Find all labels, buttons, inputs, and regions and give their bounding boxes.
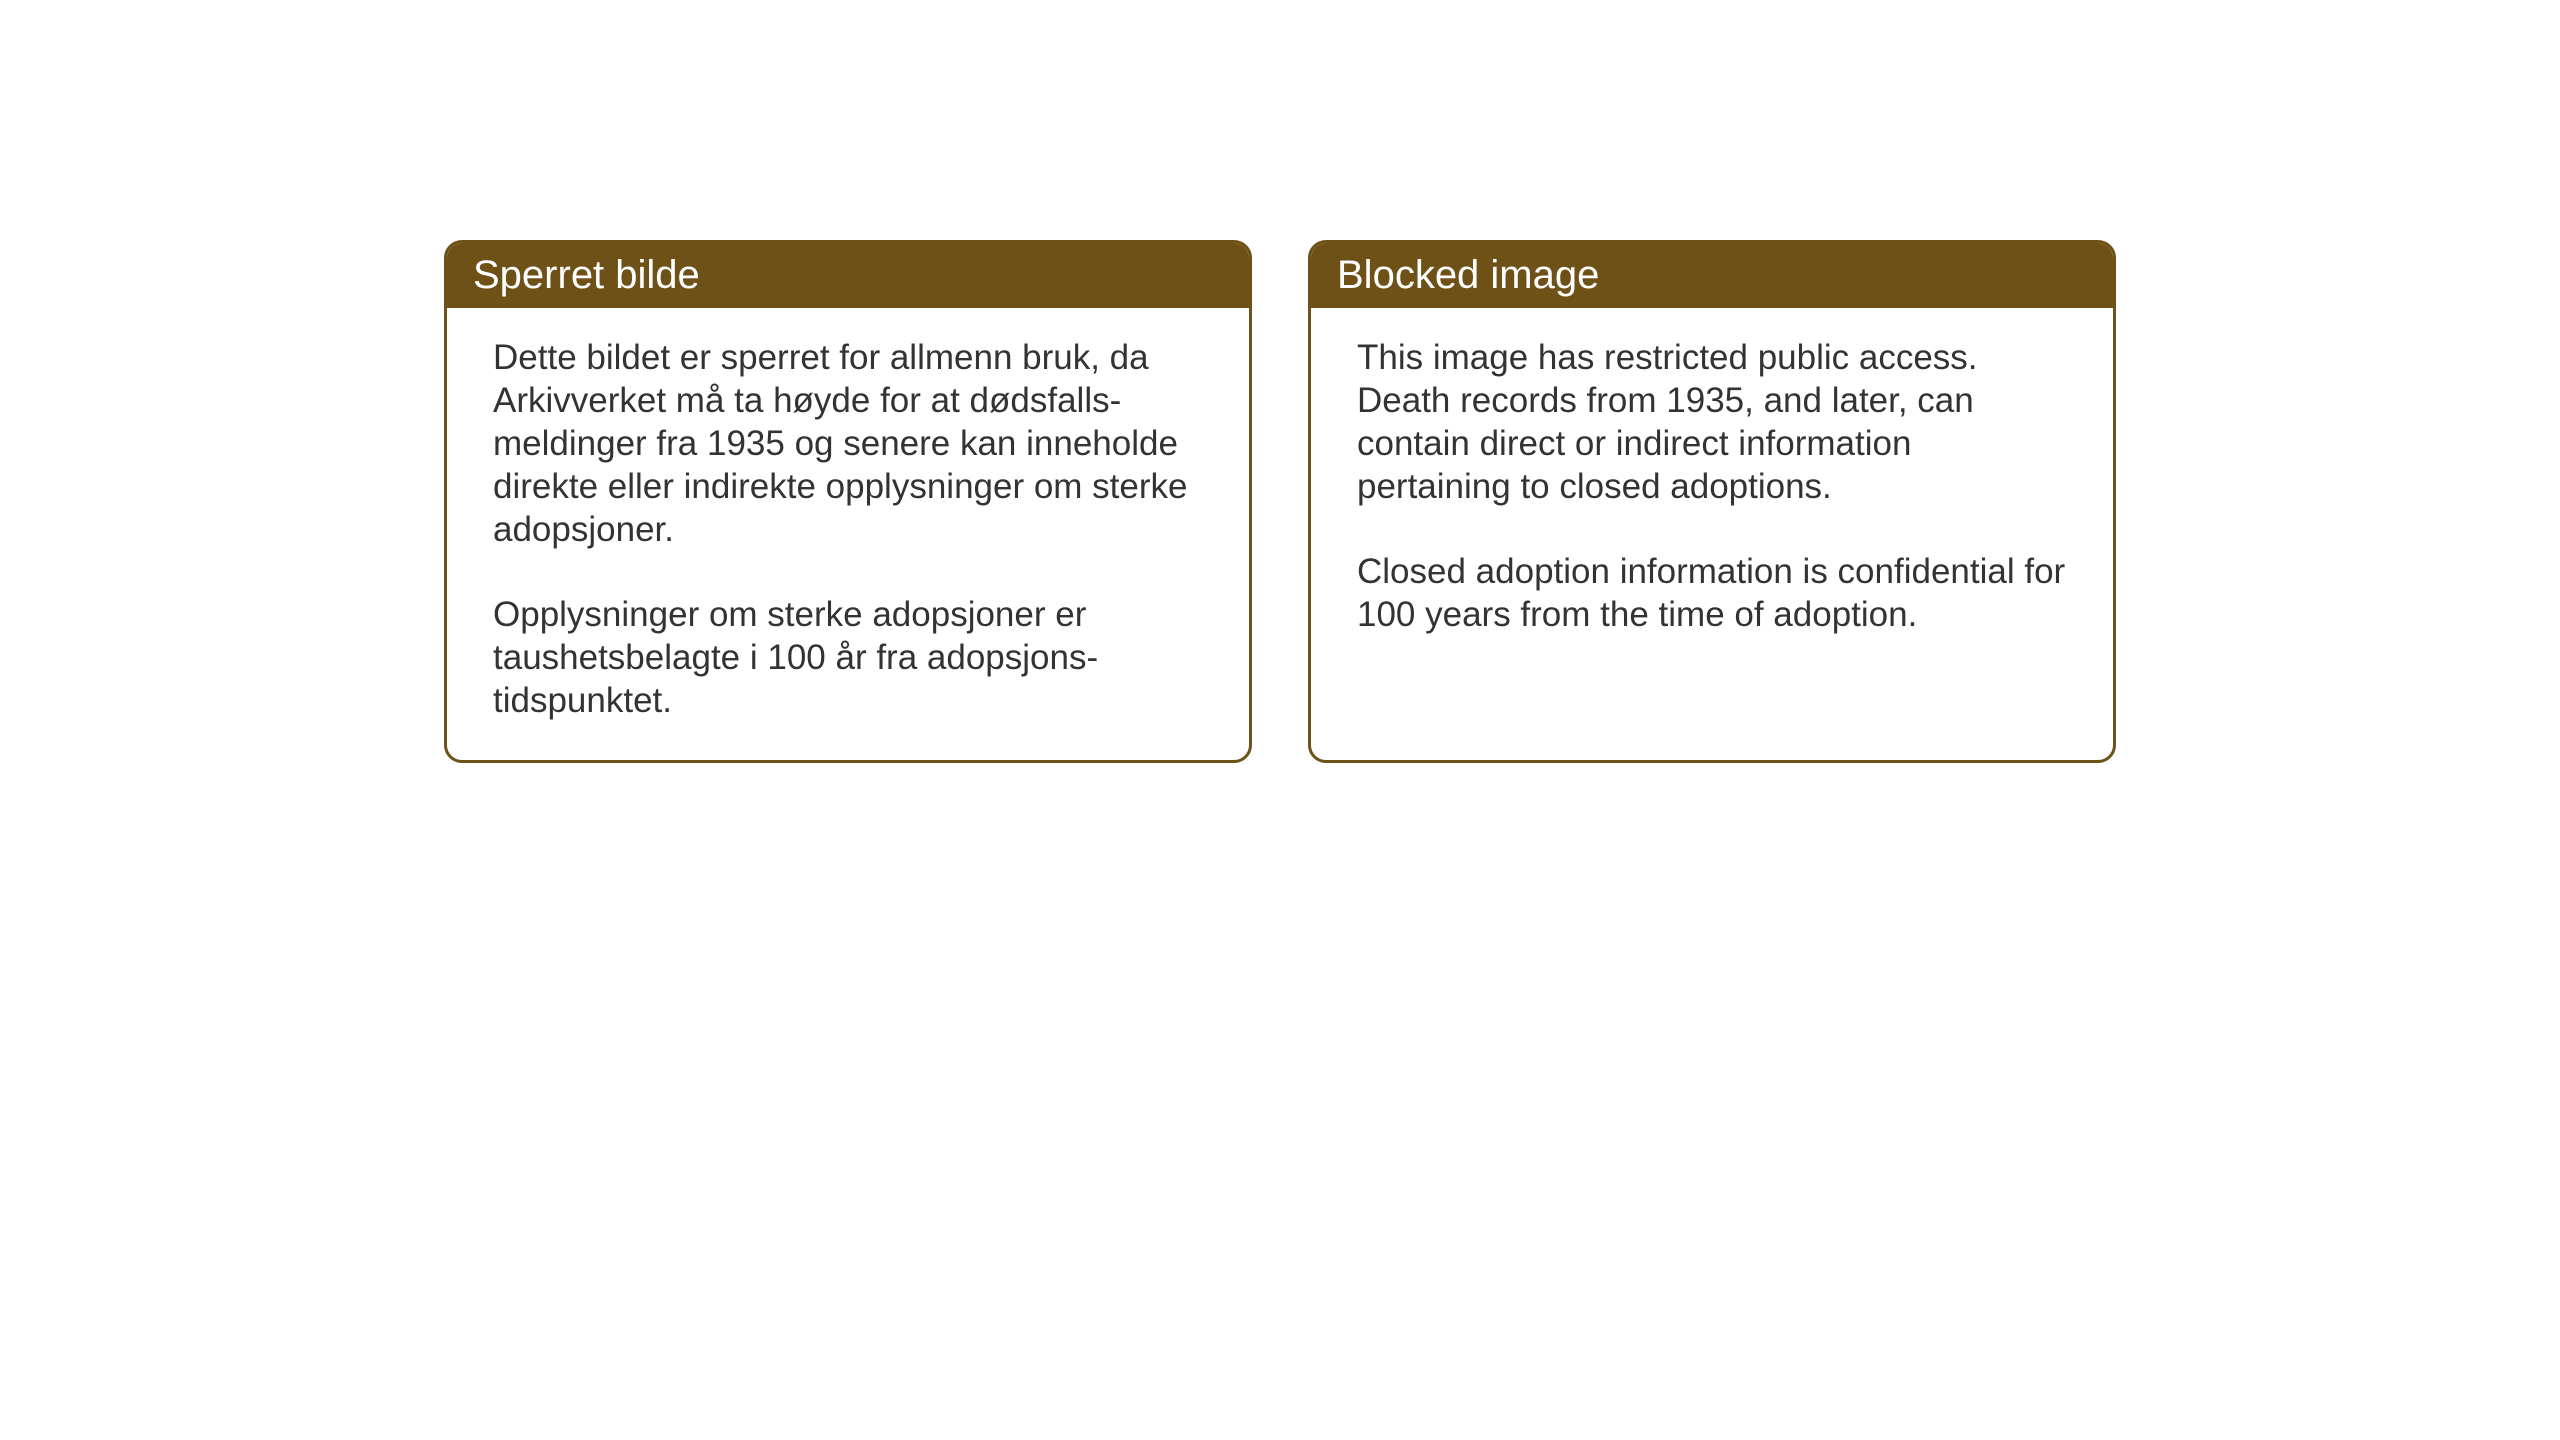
card-english: Blocked image This image has restricted …	[1308, 240, 2116, 763]
card-norwegian: Sperret bilde Dette bildet er sperret fo…	[444, 240, 1252, 763]
card-header-english: Blocked image	[1311, 243, 2113, 308]
card-paragraph-1-norwegian: Dette bildet er sperret for allmenn bruk…	[493, 336, 1203, 551]
card-paragraph-1-english: This image has restricted public access.…	[1357, 336, 2067, 508]
card-header-norwegian: Sperret bilde	[447, 243, 1249, 308]
card-paragraph-2-english: Closed adoption information is confident…	[1357, 550, 2067, 636]
card-body-english: This image has restricted public access.…	[1311, 308, 2113, 674]
card-body-norwegian: Dette bildet er sperret for allmenn bruk…	[447, 308, 1249, 760]
card-title-english: Blocked image	[1337, 253, 1599, 297]
card-title-norwegian: Sperret bilde	[473, 253, 700, 297]
card-paragraph-2-norwegian: Opplysninger om sterke adopsjoner er tau…	[493, 593, 1203, 722]
cards-container: Sperret bilde Dette bildet er sperret fo…	[444, 240, 2116, 763]
